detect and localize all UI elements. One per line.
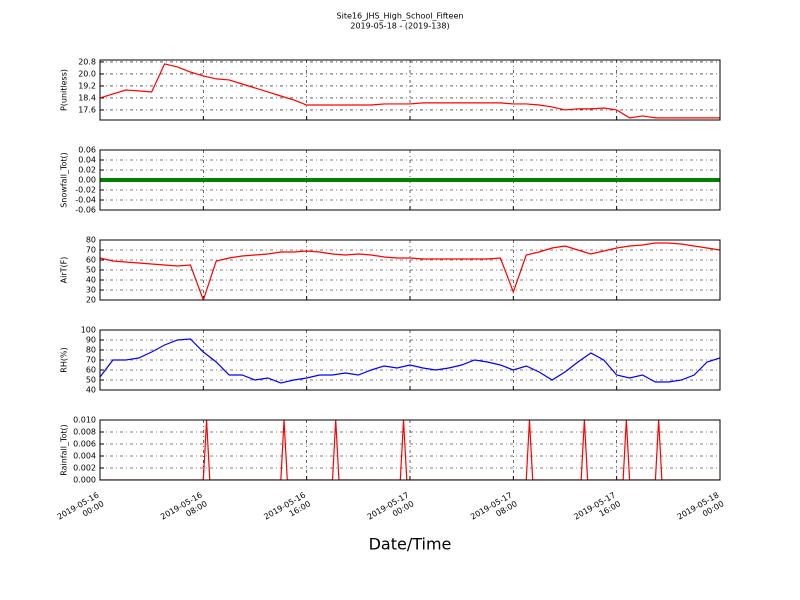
y-tick-label: 60 [86,256,96,265]
y-tick-label: 50 [86,266,96,275]
y-tick-label: -0.04 [75,196,96,205]
y-tick-label: 50 [86,376,96,385]
x-tick-label: 2019-05-1800:00 [675,490,725,530]
y-tick-label: 90 [86,336,96,345]
x-tick-label: 2019-05-1716:00 [572,490,622,530]
y-tick-label: 60 [86,366,96,375]
x-tick-label: 2019-05-1600:00 [55,490,105,530]
y-tick-label: 0.00 [78,176,96,185]
y-tick-label: 40 [86,386,96,395]
y-axis-label: Snowfall_Tot() [60,152,69,208]
y-axis-label: RH(%) [60,347,69,372]
y-axis-label: AirT(F) [60,257,69,284]
data-line [100,338,720,384]
plot-frame [99,59,721,121]
y-tick-label: 30 [86,286,96,295]
plot-frame [99,329,721,391]
y-tick-label: 0.06 [78,146,96,155]
y-tick-label: 20.0 [78,69,96,78]
x-axis-label: Date/Time [369,535,452,554]
data-line [100,420,720,480]
y-tick-label: 0.000 [73,476,96,485]
y-tick-label: 70 [86,356,96,365]
y-tick-label: -0.02 [75,186,96,195]
y-tick-label: 20 [86,296,96,305]
y-axis-label: P(unitless) [60,69,69,111]
y-tick-label: 18.4 [78,93,96,102]
y-axis-label: Rainfall_Tot() [60,424,69,476]
y-tick-label: 0.04 [78,156,96,165]
x-tick-label: 2019-05-1700:00 [365,490,415,530]
y-tick-label: 0.02 [78,166,96,175]
y-tick-label: 80 [86,236,96,245]
y-tick-label: -0.06 [75,206,96,215]
plot-frame [99,239,721,301]
data-line [100,242,720,300]
plot-frame [99,149,721,211]
y-tick-label: 70 [86,246,96,255]
x-tick-label: 2019-05-1608:00 [159,490,209,530]
y-tick-label: 80 [86,346,96,355]
figure-subtitle: 2019-05-18 - (2019-138) [350,22,449,31]
x-tick-label: 2019-05-1708:00 [469,490,519,530]
data-line [100,63,720,119]
figure-title: Site16_JHS_High_School_Fifteen [337,12,464,21]
y-tick-label: 0.004 [73,452,96,461]
y-tick-label: 100 [81,326,96,335]
x-tick-label: 2019-05-1616:00 [262,490,312,530]
y-tick-label: 0.006 [73,440,96,449]
y-tick-label: 19.2 [78,81,96,90]
y-tick-label: 17.6 [78,105,96,114]
y-tick-label: 0.008 [73,428,96,437]
y-tick-label: 0.002 [73,464,96,473]
y-tick-label: 20.8 [78,57,96,66]
y-tick-label: 40 [86,276,96,285]
y-tick-label: 0.010 [73,416,96,425]
plot-frame [99,419,721,481]
